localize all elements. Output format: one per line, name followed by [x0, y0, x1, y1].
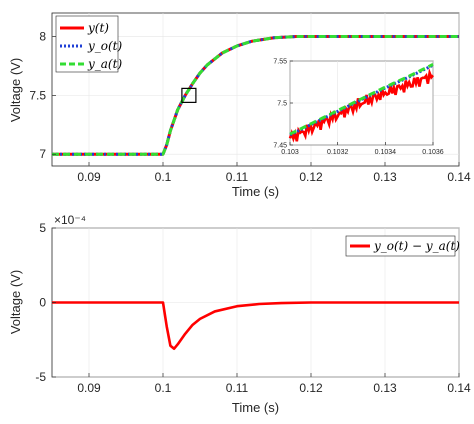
- top-x-tick-label: 0.1: [155, 170, 172, 184]
- inset-series: [288, 63, 435, 143]
- top-x-axis-label: Time (s): [232, 184, 279, 199]
- inset-grid: [289, 60, 434, 146]
- inset-y-tick-label: 7.5: [277, 101, 287, 108]
- inset-series-line-0: [288, 67, 435, 143]
- legend-label-yo: y_o(t): [87, 39, 123, 53]
- inset-x-tick-label: 0.1034: [375, 149, 397, 156]
- bottom-x-axis-label: Time (s): [232, 400, 279, 415]
- bottom-series: [52, 301, 459, 350]
- inset-x-tick-label: 0.1036: [422, 149, 444, 156]
- bottom-x-tick-label: 0.13: [373, 381, 397, 395]
- inset-x-tick-label: 0.1032: [327, 149, 349, 156]
- bottom-y-tick-label: 5: [39, 221, 46, 235]
- legend-label-y: y(t): [87, 21, 109, 35]
- top-y-ticks: 77.58: [29, 30, 56, 161]
- top-x-tick-label: 0.09: [77, 170, 101, 184]
- top-x-tick-label: 0.13: [373, 170, 397, 184]
- legend-label-diff: y_o(t) − y_a(t): [373, 239, 460, 253]
- legend-label-ya: y_a(t): [87, 57, 122, 71]
- bottom-series-line-0: [52, 301, 459, 350]
- top-x-tick-label: 0.12: [299, 170, 323, 184]
- top-series: [52, 35, 459, 156]
- bottom-y-exponent: ×10⁻⁴: [54, 213, 86, 227]
- inset-y-ticks: 7.45 7.5 7.55: [273, 59, 293, 150]
- inset-x-tick-label: 0.103: [281, 149, 299, 156]
- bottom-y-axis-label: Voltage (V): [8, 270, 23, 334]
- bottom-x-tick-label: 0.1: [155, 381, 172, 395]
- zoom-box: [181, 87, 197, 103]
- top-y-tick-label: 7.5: [29, 88, 46, 102]
- bottom-y-tick-label: -5: [35, 370, 46, 384]
- bottom-legend-box: [345, 235, 456, 257]
- bottom-legend: y_o(t) − y_a(t): [345, 235, 460, 257]
- inset-series-line-2: [289, 63, 434, 136]
- inset-x-ticks: 0.103 0.1032 0.1034 0.1036: [281, 142, 444, 156]
- top-x-ticks: 0.09 0.1 0.11 0.12 0.13 0.14: [77, 162, 471, 184]
- top-chart: 0.09 0.1 0.11 0.12 0.13 0.14 77.58 Time (s) V…: [8, 12, 471, 199]
- bottom-x-tick-label: 0.12: [299, 381, 323, 395]
- bottom-y-tick-label: 0: [39, 296, 46, 310]
- bottom-chart: 0.09 0.1 0.11 0.12 0.13 0.14 5 0 -5 ×10⁻⁴ Time …: [8, 213, 471, 415]
- inset-y-tick-label: 7.55: [273, 59, 287, 66]
- bottom-x-tick-label: 0.11: [226, 381, 249, 395]
- inset-chart: 0.103 0.1032 0.1034 0.1036 7.45 7.5 7.55: [273, 59, 443, 157]
- top-x-tick-label: 0.14: [447, 170, 471, 184]
- bottom-x-tick-label: 0.09: [77, 381, 101, 395]
- top-y-tick-label: 8: [39, 30, 46, 44]
- top-legend-box: [55, 15, 119, 73]
- top-legend: y(t) y_o(t) y_a(t): [55, 15, 123, 73]
- top-y-tick-label: 7: [39, 147, 46, 161]
- bottom-x-ticks: 0.09 0.1 0.11 0.12 0.13 0.14: [77, 373, 471, 395]
- top-series-line-2: [52, 35, 459, 156]
- top-y-axis-label: Voltage (V): [8, 58, 23, 122]
- bottom-y-ticks: 5 0 -5: [35, 221, 56, 384]
- inset-y-tick-label: 7.45: [273, 143, 287, 150]
- bottom-x-tick-label: 0.14: [447, 381, 471, 395]
- top-x-tick-label: 0.11: [226, 170, 249, 184]
